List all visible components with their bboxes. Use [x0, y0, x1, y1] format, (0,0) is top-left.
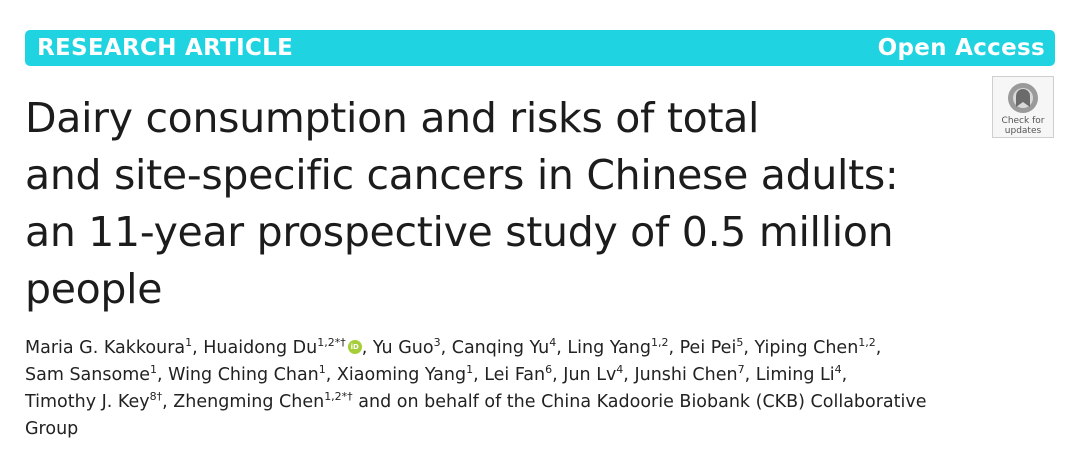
title-line: Dairy consumption and risks of total: [25, 94, 760, 142]
author-name[interactable]: Pei Pei5: [679, 336, 744, 358]
collaborative-group-text: and on behalf of the China Kadoorie Biob…: [352, 392, 927, 412]
check-for-updates-line1: Check for: [1001, 116, 1045, 126]
author-name[interactable]: Yu Guo3: [372, 336, 441, 358]
author-line: Sam Sansome1, Wing Ching Chan1, Xiaoming…: [25, 363, 848, 385]
author-name[interactable]: Canqing Yu4: [451, 336, 557, 358]
crossmark-icon: [1008, 83, 1038, 113]
article-type-label: RESEARCH ARTICLE: [37, 35, 294, 61]
title-line: an 11-year prospective study of 0.5 mill…: [25, 208, 894, 256]
author-name[interactable]: Zhengming Chen1,2*†: [173, 390, 353, 412]
title-line: people: [25, 265, 163, 313]
author-name[interactable]: Wing Ching Chan1: [168, 363, 326, 385]
author-name[interactable]: Maria G. Kakkoura1: [25, 336, 193, 358]
open-access-label[interactable]: Open Access: [877, 35, 1045, 61]
author-name[interactable]: Junshi Chen7: [634, 363, 745, 385]
author-name[interactable]: Xiaoming Yang1: [336, 363, 474, 385]
author-line: Group: [25, 416, 1045, 443]
author-name[interactable]: Lei Fan6: [484, 363, 553, 385]
author-name[interactable]: Jun Lv4: [563, 363, 624, 385]
author-line: Timothy J. Key8†, Zhengming Chen1,2*† an…: [25, 390, 927, 412]
article-title: Dairy consumption and risks of total and…: [25, 90, 965, 318]
author-name[interactable]: Ling Yang1,2: [567, 336, 669, 358]
author-name[interactable]: Yiping Chen1,2: [754, 336, 876, 358]
orcid-icon[interactable]: [347, 340, 362, 354]
author-name[interactable]: Liming Li4: [755, 363, 842, 385]
author-line: Maria G. Kakkoura1, Huaidong Du1,2*†, Yu…: [25, 335, 1045, 362]
author-list: Maria G. Kakkoura1, Huaidong Du1,2*†, Yu…: [25, 335, 1045, 443]
article-type-banner: RESEARCH ARTICLE Open Access: [25, 30, 1055, 66]
author-name[interactable]: Sam Sansome1: [25, 363, 158, 385]
title-line: and site-specific cancers in Chinese adu…: [25, 151, 899, 199]
author-name[interactable]: Huaidong Du1,2*†: [203, 336, 346, 358]
author-name[interactable]: Timothy J. Key8†: [25, 390, 163, 412]
author-name: Group: [25, 419, 79, 439]
check-for-updates-line2: updates: [1004, 126, 1042, 136]
check-for-updates-button[interactable]: Check for updates: [992, 76, 1054, 138]
